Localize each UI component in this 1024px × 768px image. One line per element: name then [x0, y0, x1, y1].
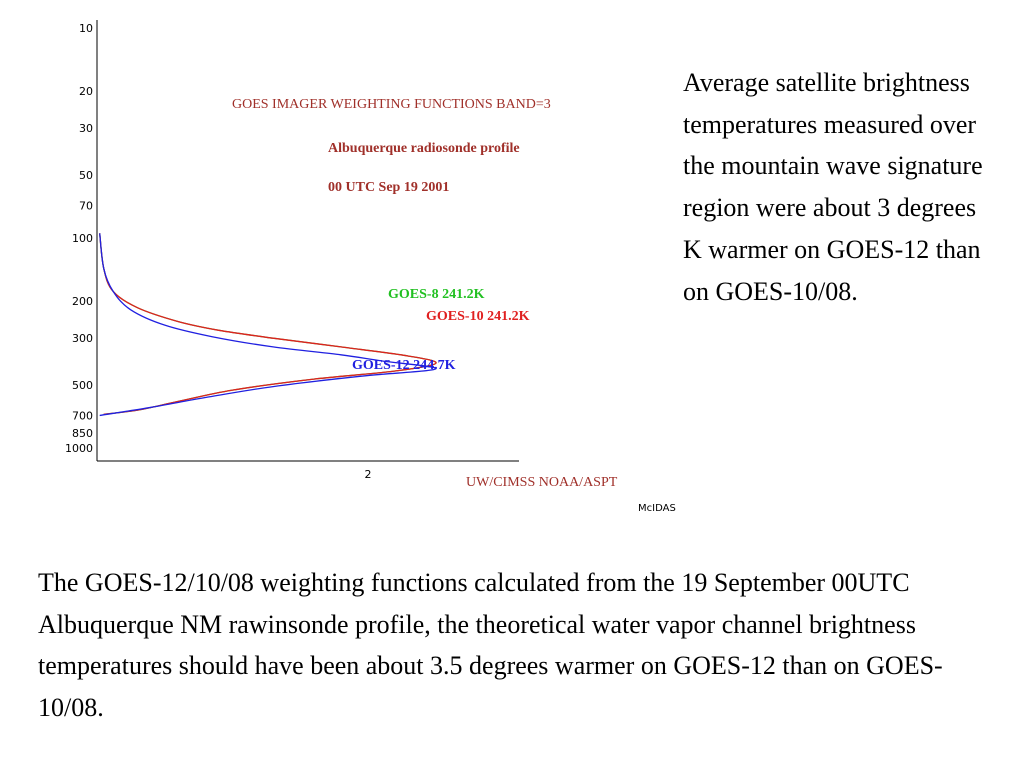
series-line-goes10 — [99, 233, 437, 415]
y-tick-label: 50 — [79, 169, 93, 182]
side-note-text: Average satellite brightness temperature… — [683, 68, 983, 306]
y-tick-label: 100 — [72, 232, 93, 245]
y-tick-label: 70 — [79, 199, 93, 212]
chart-subtitle-date: 00 UTC Sep 19 2001 — [328, 180, 449, 195]
chart-credit: UW/CIMSS NOAA/ASPT — [466, 475, 618, 490]
y-tick-label: 1000 — [65, 442, 93, 455]
y-tick-label: 500 — [72, 379, 93, 392]
chart-subtitle-location: Albuquerque radiosonde profile — [328, 141, 520, 156]
legend-goes8: GOES-8 241.2K — [388, 287, 485, 302]
y-tick-label: 200 — [72, 295, 93, 308]
legend-goes12: GOES-12 244.7K — [352, 358, 456, 373]
x-axis-ticks: 2 — [365, 468, 372, 481]
y-tick-label: 30 — [79, 122, 93, 135]
legend-goes10: GOES-10 241.2K — [426, 309, 530, 324]
y-tick-label: 10 — [79, 22, 93, 35]
software-label: McIDAS — [638, 503, 676, 514]
y-tick-label: 850 — [72, 427, 93, 440]
y-tick-label: 300 — [72, 332, 93, 345]
series-lines — [99, 233, 437, 417]
figure-caption: The GOES-12/10/08 weighting functions ca… — [38, 568, 943, 722]
y-tick-label: 20 — [79, 85, 93, 98]
y-axis-ticks: 10 20 30 50 70 100 200 300 500 700 850 1000 — [65, 22, 93, 455]
x-tick-label: 2 — [365, 468, 372, 481]
series-line-goes12 — [99, 233, 437, 417]
chart-axes — [96, 20, 519, 462]
chart-title: GOES IMAGER WEIGHTING FUNCTIONS BAND=3 — [232, 97, 551, 112]
y-tick-label: 700 — [72, 409, 93, 422]
